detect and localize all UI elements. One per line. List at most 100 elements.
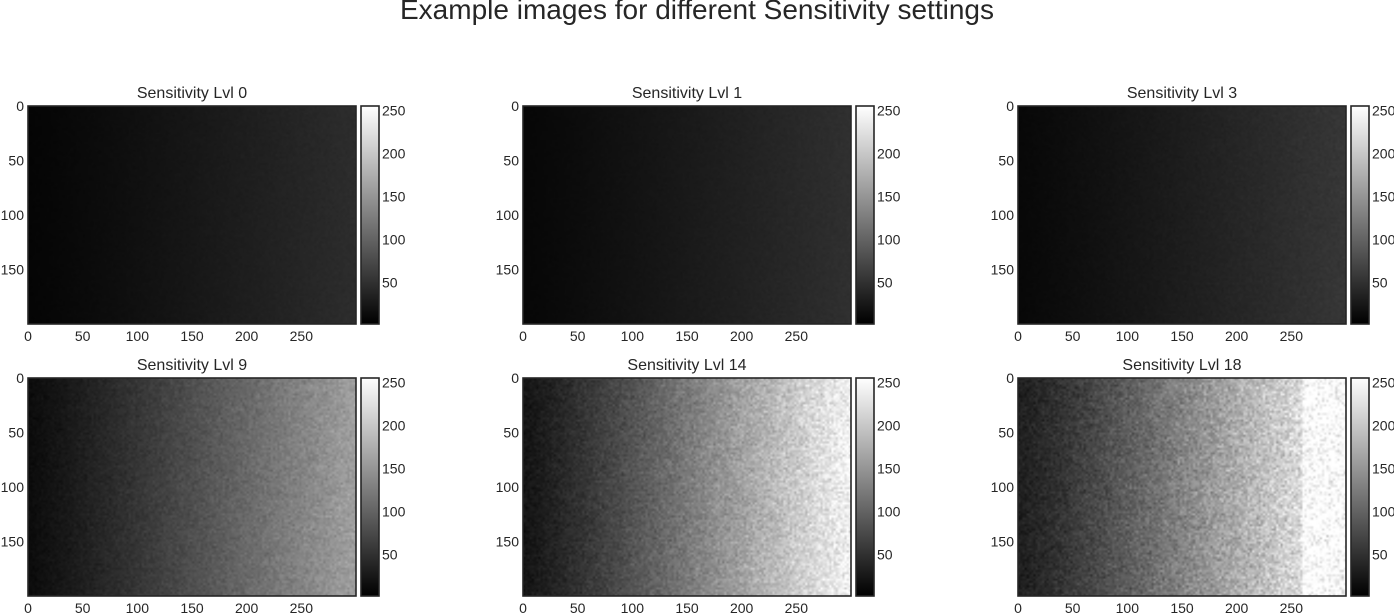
colorbar-tick-label: 100 bbox=[1372, 504, 1394, 520]
y-tick-label: 100 bbox=[496, 479, 520, 495]
colorbar-tick-label: 50 bbox=[382, 275, 398, 291]
x-tick-label: 50 bbox=[570, 600, 586, 615]
axes-frame bbox=[27, 105, 357, 325]
colorbar-frame bbox=[1350, 105, 1370, 325]
axes-frame bbox=[27, 377, 357, 597]
heatmap-panel: Sensitivity Lvl 1 0 50 100 150 200 250 0 50 100 15… bbox=[496, 85, 901, 344]
colorbar-tick-label: 150 bbox=[1372, 188, 1394, 204]
x-tick-label: 50 bbox=[1065, 328, 1081, 344]
y-tick-label: 150 bbox=[991, 262, 1015, 278]
colorbar-tick-label: 250 bbox=[1372, 374, 1394, 390]
y-tick-label: 50 bbox=[8, 153, 24, 169]
x-tick-label: 250 bbox=[785, 328, 809, 344]
x-tick-label: 100 bbox=[1116, 600, 1140, 615]
colorbar-tick-label: 100 bbox=[382, 504, 406, 520]
colorbar-tick-label: 150 bbox=[1372, 460, 1394, 476]
y-tick-label: 50 bbox=[503, 153, 519, 169]
x-tick-label: 250 bbox=[785, 600, 809, 615]
y-tick-label: 100 bbox=[991, 207, 1015, 223]
x-tick-label: 100 bbox=[1116, 328, 1140, 344]
x-tick-label: 250 bbox=[1280, 600, 1304, 615]
heatmap-panel: Sensitivity Lvl 3 0 50 100 150 200 250 0 50 100 15… bbox=[991, 85, 1394, 344]
heatmap-image bbox=[28, 106, 356, 324]
y-tick-label: 100 bbox=[991, 479, 1015, 495]
axes-frame bbox=[522, 105, 852, 325]
colorbar bbox=[1351, 378, 1369, 596]
colorbar-tick-label: 100 bbox=[877, 232, 901, 248]
figure-title: Example images for different Sensitivity… bbox=[400, 0, 994, 25]
axes-frame bbox=[522, 377, 852, 597]
y-tick-label: 50 bbox=[503, 425, 519, 441]
colorbar-frame bbox=[855, 377, 875, 597]
colorbar-tick-label: 50 bbox=[877, 275, 893, 291]
heatmap-image bbox=[523, 106, 851, 324]
y-tick-label: 150 bbox=[991, 534, 1015, 550]
y-tick-label: 150 bbox=[1, 262, 25, 278]
axes-frame bbox=[1017, 105, 1347, 325]
colorbar-tick-label: 200 bbox=[1372, 145, 1394, 161]
colorbar-frame bbox=[360, 377, 380, 597]
colorbar-frame bbox=[1350, 377, 1370, 597]
x-tick-label: 50 bbox=[570, 328, 586, 344]
panel-title: Sensitivity Lvl 18 bbox=[1122, 357, 1241, 374]
heatmap-panel: Sensitivity Lvl 14 0 50 100 150 200 250 0 50 100 1… bbox=[496, 357, 901, 615]
colorbar-tick-label: 100 bbox=[877, 504, 901, 520]
heatmap-image bbox=[523, 378, 851, 596]
y-tick-label: 0 bbox=[511, 370, 519, 386]
x-tick-label: 150 bbox=[180, 328, 204, 344]
colorbar bbox=[361, 106, 379, 324]
colorbar-tick-label: 50 bbox=[382, 547, 398, 563]
x-tick-label: 0 bbox=[519, 328, 527, 344]
colorbar-tick-label: 200 bbox=[877, 145, 901, 161]
colorbar-tick-label: 150 bbox=[382, 460, 406, 476]
y-tick-label: 100 bbox=[1, 207, 25, 223]
x-tick-label: 150 bbox=[675, 328, 699, 344]
y-tick-label: 0 bbox=[1006, 370, 1014, 386]
y-tick-label: 50 bbox=[8, 425, 24, 441]
heatmap-image bbox=[1018, 106, 1346, 324]
colorbar-tick-label: 50 bbox=[1372, 275, 1388, 291]
y-tick-label: 0 bbox=[16, 370, 24, 386]
colorbar-tick-label: 250 bbox=[382, 102, 406, 118]
x-tick-label: 150 bbox=[1170, 600, 1194, 615]
heatmap-image bbox=[28, 378, 356, 596]
panel-title: Sensitivity Lvl 0 bbox=[137, 85, 247, 102]
x-tick-label: 50 bbox=[75, 600, 91, 615]
panel-title: Sensitivity Lvl 9 bbox=[137, 357, 247, 374]
panel-title: Sensitivity Lvl 14 bbox=[627, 357, 746, 374]
colorbar-tick-label: 50 bbox=[1372, 547, 1388, 563]
colorbar-tick-label: 200 bbox=[382, 417, 406, 433]
heatmap-panel: Sensitivity Lvl 0 0 50 100 150 200 250 0 50 100 15… bbox=[1, 85, 406, 344]
heatmap-image bbox=[1018, 378, 1346, 596]
heatmap-panel: Sensitivity Lvl 18 0 50 100 150 200 250 0 50 100 1… bbox=[991, 357, 1394, 615]
x-tick-label: 200 bbox=[235, 328, 259, 344]
x-tick-label: 250 bbox=[290, 328, 314, 344]
colorbar-tick-label: 50 bbox=[877, 547, 893, 563]
x-tick-label: 0 bbox=[1014, 328, 1022, 344]
x-tick-label: 0 bbox=[24, 600, 32, 615]
panel-title: Sensitivity Lvl 3 bbox=[1127, 85, 1237, 102]
colorbar-tick-label: 200 bbox=[382, 145, 406, 161]
axes-frame bbox=[1017, 377, 1347, 597]
y-tick-label: 150 bbox=[496, 262, 520, 278]
x-tick-label: 250 bbox=[1280, 328, 1304, 344]
x-tick-label: 0 bbox=[1014, 600, 1022, 615]
colorbar-tick-label: 150 bbox=[877, 188, 901, 204]
colorbar-frame bbox=[360, 105, 380, 325]
colorbar bbox=[856, 106, 874, 324]
colorbar-tick-label: 250 bbox=[1372, 102, 1394, 118]
x-tick-label: 0 bbox=[519, 600, 527, 615]
colorbar bbox=[361, 378, 379, 596]
y-tick-label: 50 bbox=[998, 425, 1014, 441]
panel-title: Sensitivity Lvl 1 bbox=[632, 85, 742, 102]
colorbar bbox=[1351, 106, 1369, 324]
colorbar-tick-label: 150 bbox=[382, 188, 406, 204]
colorbar-tick-label: 250 bbox=[877, 374, 901, 390]
x-tick-label: 200 bbox=[1225, 328, 1249, 344]
x-tick-label: 250 bbox=[290, 600, 314, 615]
x-tick-label: 100 bbox=[621, 328, 645, 344]
colorbar-tick-label: 100 bbox=[382, 232, 406, 248]
colorbar-tick-label: 200 bbox=[877, 417, 901, 433]
y-tick-label: 50 bbox=[998, 153, 1014, 169]
